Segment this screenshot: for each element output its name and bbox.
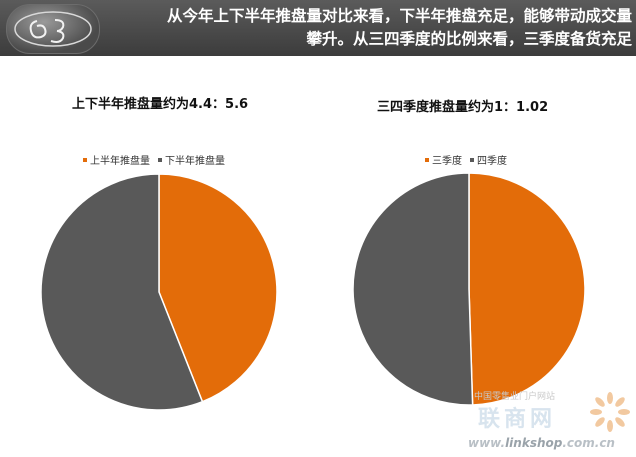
- pie-slice-quarters-1: [468, 172, 586, 406]
- watermark-url-brand: linkshop: [505, 436, 563, 450]
- legend-label: 三季度: [432, 156, 462, 167]
- chart-title-quarters: 三四季度推盘量约为1：1.02: [377, 100, 549, 115]
- legend-swatch: [158, 157, 162, 162]
- watermark-tagline: 中国零售业门户网站: [474, 392, 556, 402]
- legend-item: 四季度: [470, 152, 507, 167]
- legend-quarters: 三季度 四季度: [425, 152, 515, 167]
- chart-title-halves: 上下半年推盘量约为4.4：5.6: [72, 97, 249, 112]
- sunburst-logo-icon: [590, 392, 630, 432]
- pie-slice-halves-2: [40, 173, 204, 411]
- legend-swatch: [83, 157, 87, 162]
- legend-label: 下半年推盘量: [165, 156, 225, 167]
- header-banner: 从今年上下半年推盘量对比来看，下半年推盘充足，能够带动成交量 攀升。从三四季度的…: [0, 0, 636, 56]
- legend-item: 上半年推盘量: [83, 152, 150, 167]
- legend-swatch: [425, 157, 429, 162]
- legend-swatch: [470, 157, 474, 162]
- glossy-badge-logo-icon: [6, 4, 100, 54]
- legend-label: 四季度: [477, 156, 507, 167]
- watermark-url-prefix: www.: [468, 436, 506, 450]
- pie-slice-quarters-2: [352, 172, 474, 406]
- watermark-url: www.linkshop.com.cn: [468, 436, 615, 450]
- pie-slice-halves-1: [158, 173, 278, 403]
- watermark-url-suffix: .com.cn: [562, 436, 615, 450]
- legend-item: 下半年推盘量: [158, 152, 225, 167]
- headline-text: 从今年上下半年推盘量对比来看，下半年推盘充足，能够带动成交量 攀升。从三四季度的…: [166, 7, 632, 48]
- legend-item: 三季度: [425, 152, 462, 167]
- legend-label: 上半年推盘量: [90, 156, 150, 167]
- watermark-name: 联商网: [478, 407, 557, 432]
- legend-halves: 上半年推盘量 下半年推盘量: [83, 152, 233, 167]
